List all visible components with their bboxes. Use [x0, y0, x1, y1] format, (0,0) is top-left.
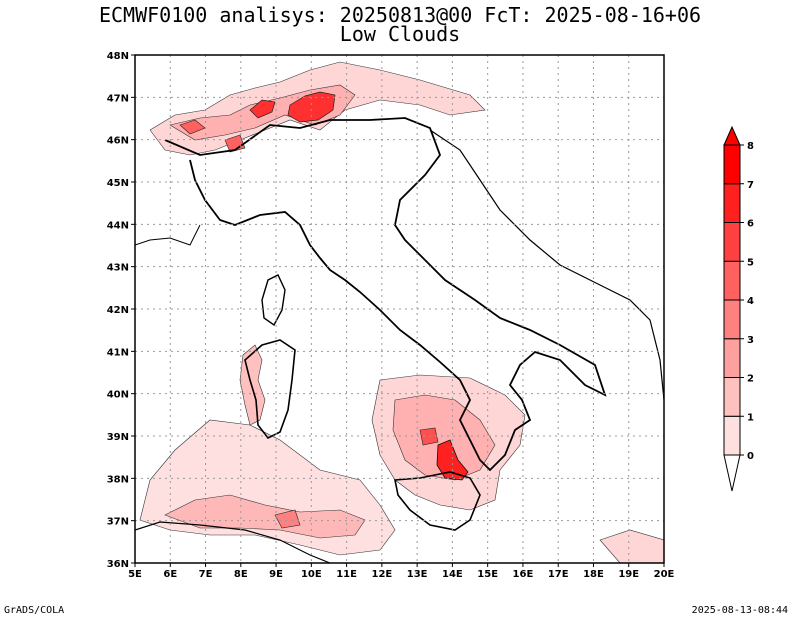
colorbar-label: 5 — [747, 257, 754, 268]
lat-tick-label: 47N — [107, 93, 129, 104]
cloud-area-sardinia — [239, 344, 266, 426]
lon-tick-label: 15E — [477, 569, 498, 580]
colorbar-swatch — [723, 377, 741, 417]
colorbar-swatch — [723, 338, 741, 378]
colorbar-label: 4 — [747, 296, 754, 307]
lat-tick-label: 43N — [107, 263, 129, 274]
colorbar-label: 6 — [747, 219, 754, 230]
colorbar-label: 8 — [747, 141, 754, 152]
lat-tick-label: 48N — [107, 51, 129, 62]
colorbar-label: 7 — [747, 180, 754, 191]
coastline-corsica — [261, 274, 286, 327]
footer-timestamp: 2025-08-13-08:44 — [691, 605, 788, 616]
lon-tick-label: 17E — [548, 569, 569, 580]
lon-tick-label: 6E — [163, 569, 177, 580]
lat-tick-label: 45N — [107, 178, 129, 189]
colorbar-swatch — [723, 144, 741, 185]
colorbar-label: 1 — [747, 412, 754, 423]
lat-tick-label: 37N — [107, 517, 129, 528]
lat-tick-label: 38N — [107, 474, 129, 485]
cloud-area-alps-core3 — [179, 119, 206, 135]
colorbar-label: 3 — [747, 335, 754, 346]
colorbar-swatch — [723, 260, 741, 301]
cloud-field — [139, 61, 664, 563]
colorbar-swatch — [723, 299, 741, 340]
colorbar-max-arrow — [723, 125, 741, 146]
map-title: ECMWF0100 analisys: 20250813@00 FcT: 202… — [98, 3, 702, 27]
lon-tick-label: 19E — [618, 569, 639, 580]
lon-tick-label: 7E — [199, 569, 213, 580]
colorbar-min-arrow — [723, 454, 741, 492]
coastline-balkans — [429, 129, 664, 401]
cloud-area-alps-core2 — [287, 91, 336, 123]
lon-tick-label: 8E — [234, 569, 248, 580]
footer-software: GrADS/COLA — [4, 605, 65, 616]
lon-tick-label: 20E — [654, 569, 675, 580]
coastline-sicily — [394, 471, 481, 531]
lat-tick-label: 36N — [107, 559, 129, 570]
cloud-area-west-core — [274, 509, 301, 529]
coastline-italy — [164, 117, 607, 472]
cloud-area-south-mid — [392, 394, 496, 481]
lon-tick-label: 13E — [407, 569, 428, 580]
colorbar-label: 2 — [747, 374, 754, 385]
colorbar-label: 0 — [747, 451, 754, 462]
lat-axis-labels: 36N 37N 38N 39N 40N 41N 42N 43N 44N 45N 46N 47N 48N — [107, 51, 135, 570]
lat-tick-label: 42N — [107, 305, 129, 316]
coastline-sardinia — [244, 339, 296, 440]
lon-tick-label: 14E — [442, 569, 463, 580]
lon-axis-labels: 5E 6E 7E 8E 9E 10E 11E 12E 13E 14E 15E 16E 17E 18E 19E… — [128, 563, 675, 580]
cloud-area-se — [599, 529, 664, 563]
border-france — [135, 224, 201, 246]
lon-tick-label: 5E — [128, 569, 142, 580]
lat-tick-label: 46N — [107, 136, 129, 147]
cloud-area-alps-core4 — [224, 134, 246, 153]
lat-tick-label: 41N — [107, 347, 129, 358]
lat-tick-label: 39N — [107, 432, 129, 443]
lon-tick-label: 10E — [301, 569, 322, 580]
graticule — [135, 55, 664, 563]
lon-tick-label: 12E — [371, 569, 392, 580]
lat-tick-label: 40N — [107, 390, 129, 401]
colorbar: 0 1 2 3 4 5 6 7 8 — [723, 125, 754, 492]
cloud-area-alps-core1 — [249, 99, 276, 119]
colorbar-swatch — [723, 222, 741, 262]
colorbar-swatch — [723, 183, 741, 223]
coastlines — [135, 117, 664, 563]
colorbar-swatch — [723, 415, 741, 456]
lon-tick-label: 9E — [269, 569, 283, 580]
lon-tick-label: 18E — [583, 569, 604, 580]
lat-tick-label: 44N — [107, 220, 129, 231]
cloud-area-west — [139, 419, 396, 556]
coastline-africa — [135, 521, 331, 563]
map-subtitle: Low Clouds — [339, 22, 461, 46]
lon-tick-label: 16E — [513, 569, 534, 580]
lon-tick-label: 11E — [336, 569, 357, 580]
